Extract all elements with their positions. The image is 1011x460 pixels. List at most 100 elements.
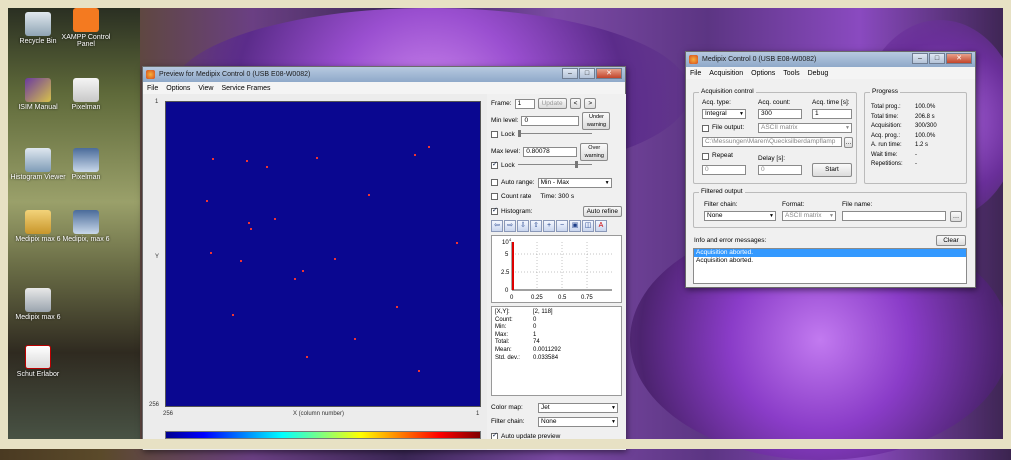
format-select[interactable]: ASCII matrix (782, 211, 836, 221)
min-lock-checkbox[interactable] (491, 131, 498, 138)
start-button[interactable]: Start (812, 163, 852, 177)
close-button[interactable]: ✕ (596, 68, 622, 79)
desktop-icon-medipix-2[interactable]: Medipix max 6 (10, 288, 66, 321)
arrow-right-icon[interactable]: ⇨ (504, 220, 516, 232)
control-titlebar[interactable]: Medipix Control 0 (USB E08-W0082) – □ ✕ (686, 52, 975, 67)
file-format-select[interactable]: ASCII matrix (758, 123, 852, 133)
book-icon (25, 78, 51, 102)
desktop-icon-pixelman[interactable]: Pixelman (58, 78, 114, 111)
zoom-in-icon[interactable]: + (543, 220, 555, 232)
delay-input[interactable]: 0 (758, 165, 802, 175)
group-title: Filtered output (699, 188, 745, 195)
menu-file[interactable]: File (147, 84, 159, 92)
auto-range-checkbox[interactable] (491, 179, 498, 186)
file-name-input[interactable] (842, 211, 946, 221)
maximize-button[interactable]: □ (929, 53, 945, 64)
menu-service-frames[interactable]: Service Frames (221, 84, 271, 92)
acq-count-input[interactable]: 300 (758, 109, 802, 119)
message-item[interactable]: Acquisition aborted. (696, 257, 754, 264)
arrow-down-icon[interactable]: ⇩ (517, 220, 529, 232)
update-button[interactable]: Update (537, 98, 567, 109)
format-label: Format: (782, 201, 805, 208)
desktop-icon-xampp[interactable]: XAMPP Control Panel (58, 8, 114, 48)
file-output-checkbox[interactable] (702, 125, 709, 132)
desktop-icon-schut-erlabor[interactable]: Schut Erlabor (10, 345, 66, 378)
hot-pixel (396, 306, 398, 308)
minimize-button[interactable]: – (562, 68, 578, 79)
maximize-button[interactable]: □ (579, 68, 595, 79)
progress-group: Progress Total prog.: 100.0% Total time: 2… (864, 88, 967, 184)
zoom-fit-icon[interactable]: ▣ (569, 220, 581, 232)
max-lock-checkbox[interactable] (491, 160, 498, 169)
menu-options[interactable]: Options (751, 69, 776, 77)
desktop-icon-label: Histogram Viewer (10, 174, 66, 181)
zoom-reset-icon[interactable]: ◫ (582, 220, 594, 232)
filter-chain-select[interactable]: None (704, 211, 776, 221)
detector-frame-image[interactable] (165, 101, 481, 407)
menu-tools[interactable]: Tools (783, 69, 800, 77)
menu-options[interactable]: Options (166, 84, 191, 92)
hot-pixel (246, 160, 248, 162)
file-path-input[interactable]: C:\Messungen\Maren\Quecksilberdampflamp (702, 137, 842, 147)
histogram-checkbox[interactable] (491, 206, 498, 215)
browse-file-button[interactable]: … (950, 211, 962, 222)
repeat-checkbox[interactable] (702, 153, 709, 160)
folder-icon (25, 210, 51, 234)
menu-file[interactable]: File (690, 69, 702, 77)
desktop-icon-pixelman-2[interactable]: Pixelman (58, 148, 114, 181)
statistics-box: [X,Y]: [2, 118] Count: 0 Min: 0 Max: 1 Total… (491, 306, 622, 396)
browse-path-button[interactable]: … (844, 137, 853, 148)
text-icon[interactable]: A (595, 220, 607, 232)
histo-ytick: 2.5 (501, 270, 510, 276)
filtered-output-group: Filtered output Filter chain: None Forma… (693, 188, 967, 228)
arrow-up-icon[interactable]: ⇧ (530, 220, 542, 232)
desktop-icon-histogram-viewer[interactable]: Histogram Viewer (10, 148, 66, 181)
filter-chain-select[interactable]: None (538, 416, 618, 427)
auto-refine-button[interactable]: Auto refine (582, 206, 622, 217)
preview-titlebar[interactable]: Preview for Medipix Control 0 (USB E08-W… (143, 67, 625, 82)
count-rate-checkbox[interactable] (491, 193, 498, 200)
acq-time-label: Acq. time [s]: (812, 99, 850, 106)
max-level-input[interactable]: 0.80078 (523, 146, 578, 157)
close-button[interactable]: ✕ (946, 53, 972, 64)
histogram-chart[interactable]: 10 4 5 2.5 0 0 0.25 0.5 0.75 (491, 235, 622, 303)
next-frame-button[interactable]: > (584, 98, 597, 109)
stat-key: Total: (495, 339, 510, 346)
group-title: Progress (870, 88, 901, 95)
arrow-left-icon[interactable]: ⇦ (491, 220, 503, 232)
progress-key: Total prog.: (871, 104, 901, 110)
stat-value: 74 (533, 339, 540, 346)
message-item[interactable]: Acquisition aborted. (694, 249, 966, 257)
acq-time-input[interactable]: 1 (812, 109, 852, 119)
max-level-slider[interactable] (517, 160, 592, 168)
prev-frame-button[interactable]: < (569, 98, 582, 109)
repeat-input[interactable]: 0 (702, 165, 746, 175)
monitor-icon (73, 210, 99, 234)
messages-list[interactable]: Acquisition aborted. Acquisition aborted… (693, 248, 967, 284)
desktop-icon-label: Pixelman (71, 104, 101, 111)
min-level-slider[interactable] (517, 129, 592, 137)
auto-update-checkbox[interactable] (491, 431, 498, 440)
hot-pixel (334, 258, 336, 260)
desktop-icon-isim-manual[interactable]: ISIM Manual (10, 78, 66, 111)
frame-input[interactable]: 1 (514, 98, 535, 109)
auto-update-label: Auto update preview (501, 433, 561, 440)
clear-button[interactable]: Clear (936, 235, 966, 246)
desktop-icon-recycle-bin[interactable]: Recycle Bin (10, 12, 66, 45)
zoom-out-icon[interactable]: − (556, 220, 568, 232)
menu-acquisition[interactable]: Acquisition (709, 69, 744, 77)
desktop-icon-medipix-folder[interactable]: Medipix max 6 (10, 210, 66, 243)
under-warning-button[interactable]: Under warning (582, 111, 611, 130)
auto-range-select[interactable]: Min - Max (537, 177, 612, 188)
color-map-label: Color map: (491, 404, 523, 411)
min-level-input[interactable]: 0 (521, 115, 580, 126)
over-warning-button[interactable]: Over warning (580, 142, 609, 161)
menu-debug[interactable]: Debug (807, 69, 829, 77)
desktop-icon-medipix[interactable]: Medipix, max 6 (58, 210, 114, 243)
menu-view[interactable]: View (198, 84, 214, 92)
color-map-select[interactable]: Jet (538, 402, 618, 413)
minimize-button[interactable]: – (912, 53, 928, 64)
stat-key: Count: (495, 316, 513, 323)
acq-type-select[interactable]: Integral (702, 109, 746, 119)
stat-value: 0 (533, 324, 537, 331)
